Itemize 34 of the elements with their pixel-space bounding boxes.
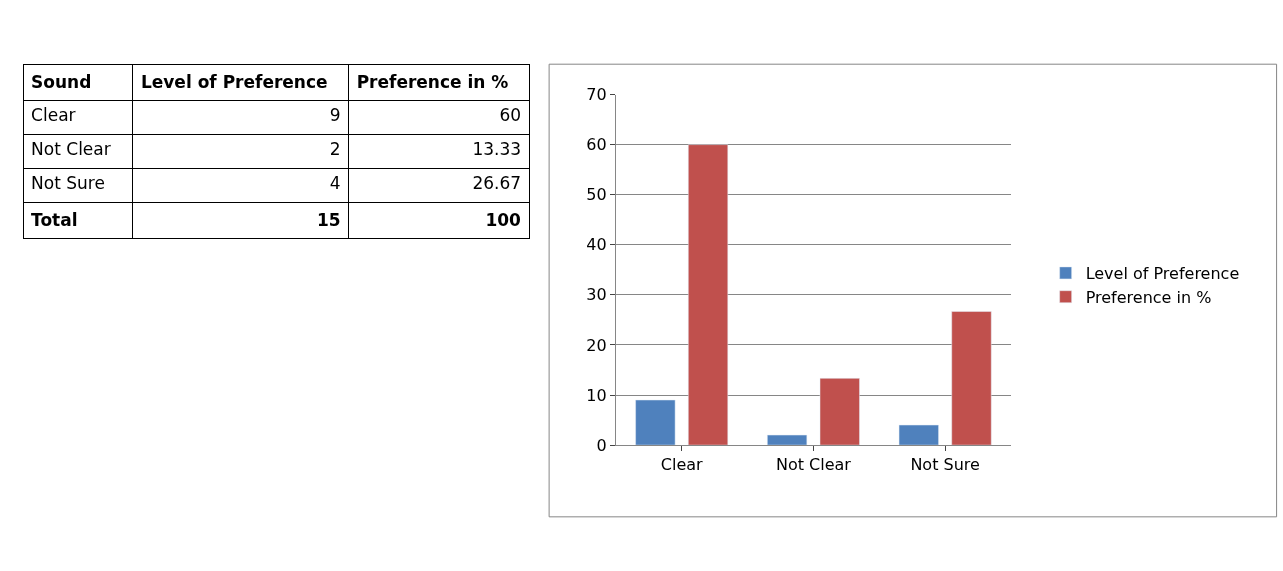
text: 4	[329, 172, 341, 193]
text: Preference in %	[356, 72, 509, 93]
bar	[635, 399, 676, 446]
text: 60	[499, 104, 522, 125]
text: Clear	[31, 104, 76, 125]
text: 13.33	[472, 138, 522, 159]
text: Total	[31, 210, 78, 231]
x-tick-label: Not Clear	[775, 455, 852, 475]
legend-label: Preference in %	[1085, 287, 1212, 307]
text: 15	[316, 210, 341, 231]
bar	[898, 424, 939, 446]
bar	[767, 434, 808, 446]
legend-label: Level of Preference	[1085, 264, 1240, 284]
text: 2	[329, 138, 341, 159]
text: 26.67	[472, 172, 522, 193]
text: 100	[485, 210, 522, 231]
y-tick-label: 30	[586, 285, 607, 305]
bar	[951, 311, 992, 446]
text: Not Clear	[31, 138, 111, 159]
y-tick-label: 60	[586, 135, 607, 155]
text: Sound	[31, 72, 92, 93]
y-tick-label: 40	[586, 235, 607, 255]
y-tick-label: 0	[596, 435, 607, 455]
y-tick-label: 10	[586, 385, 607, 405]
y-tick-label: 50	[586, 185, 607, 205]
y-tick-label: 20	[586, 335, 607, 355]
x-tick-label: Not Sure	[910, 455, 980, 475]
bar	[819, 378, 860, 446]
x-tick-label: Clear	[660, 455, 704, 475]
text: Level of Preference	[140, 72, 328, 93]
text: 9	[329, 104, 341, 125]
y-tick-label: 70	[586, 85, 607, 105]
bar	[688, 144, 729, 446]
text: Not Sure	[31, 172, 105, 193]
